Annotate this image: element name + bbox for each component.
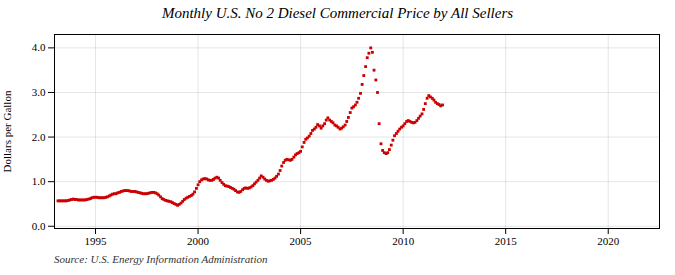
svg-text:2000: 2000 bbox=[187, 235, 210, 247]
svg-text:1995: 1995 bbox=[85, 235, 108, 247]
svg-text:2005: 2005 bbox=[290, 235, 313, 247]
svg-text:3.0: 3.0 bbox=[32, 86, 46, 98]
svg-text:4.0: 4.0 bbox=[32, 41, 46, 53]
svg-text:Dollars per Gallon: Dollars per Gallon bbox=[1, 90, 13, 172]
svg-text:0.0: 0.0 bbox=[32, 220, 46, 232]
html-text:Source: U.S. Energy Informatio: Source: U.S. Energy Information Administ… bbox=[54, 253, 268, 265]
svg-text:2.0: 2.0 bbox=[32, 131, 46, 143]
svg-text:2020: 2020 bbox=[597, 235, 620, 247]
svg-text:2010: 2010 bbox=[392, 235, 415, 247]
html-text:Monthly U.S. No 2 Diesel Comme: Monthly U.S. No 2 Diesel Commercial Pric… bbox=[161, 5, 514, 21]
svg-text:2015: 2015 bbox=[495, 235, 517, 247]
svg-text:1.0: 1.0 bbox=[32, 175, 46, 187]
